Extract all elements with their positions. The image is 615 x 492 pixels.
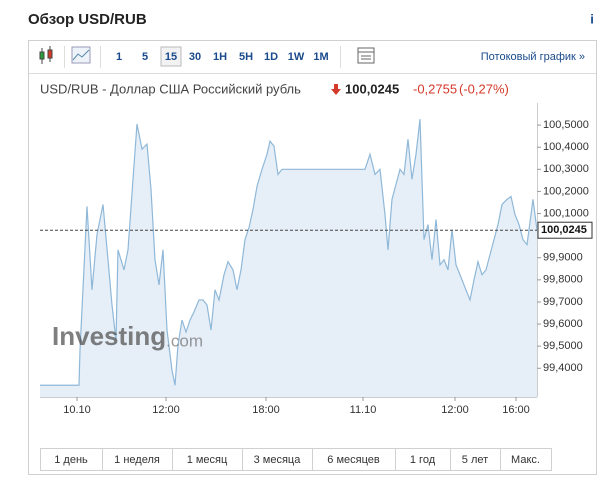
period-button[interactable]: 1 год <box>410 454 436 466</box>
period-button[interactable]: Макс. <box>511 454 540 466</box>
y-tick-label: 99,6000 <box>543 318 583 330</box>
x-tick-label: 12:00 <box>152 404 180 416</box>
y-tick-label: 99,8000 <box>543 274 583 286</box>
y-tick-label: 99,5000 <box>543 340 583 352</box>
interval-button[interactable]: 1M <box>313 51 328 63</box>
current-price-label: 100,0245 <box>541 224 587 236</box>
area-icon[interactable] <box>71 46 91 64</box>
y-tick-label: 99,7000 <box>543 296 583 308</box>
chart: Investing .com 99,4000 99,5000 99,6000 99,700… <box>40 103 593 416</box>
selected-box <box>160 46 182 67</box>
current-price-box <box>537 221 593 239</box>
period-button[interactable]: 5 лет <box>462 454 488 466</box>
streaming-link[interactable]: Потоковый график » <box>481 51 585 63</box>
y-tick-label: 100,4000 <box>543 141 589 153</box>
x-tick-label: 12:00 <box>441 404 469 416</box>
y-tick-label: 100,3000 <box>543 163 589 175</box>
price-line <box>40 119 538 386</box>
price: 100,0245 <box>345 81 399 96</box>
area-fill <box>40 119 537 397</box>
interval-button[interactable]: 15 <box>165 51 177 63</box>
y-tick-label: 100,2000 <box>543 185 589 197</box>
interval-button[interactable]: 1H <box>213 51 227 63</box>
x-tick-label: 18:00 <box>252 404 280 416</box>
x-tick-label: 11.10 <box>350 404 377 416</box>
change-percent: (-0,27%) <box>459 81 509 96</box>
y-tick-label: 99,9000 <box>543 252 583 264</box>
interval-button[interactable]: 1D <box>264 51 278 63</box>
frame <box>28 40 597 475</box>
instrument-name: USD/RUB - Доллар США Российский рубль <box>40 81 301 96</box>
candle-icon[interactable] <box>39 46 53 64</box>
x-tick-label: 16:00 <box>502 404 530 416</box>
period-button[interactable]: 3 месяца <box>254 454 302 466</box>
watermark: Investing <box>52 321 166 351</box>
interval-button[interactable]: 5 <box>142 51 148 63</box>
y-tick-label: 99,4000 <box>543 362 583 374</box>
interval-button[interactable]: 5H <box>239 51 253 63</box>
interval-button[interactable]: 1 <box>116 51 122 63</box>
interval-button[interactable]: 30 <box>189 51 201 63</box>
period-button[interactable]: 6 месяцев <box>327 454 380 466</box>
period-button[interactable]: 1 месяц <box>187 454 228 466</box>
y-tick-label: 100,1000 <box>543 207 589 219</box>
change: -0,2755 <box>413 81 457 96</box>
period-button-box <box>500 448 552 471</box>
title: Обзор USD/RUB <box>28 11 147 28</box>
interval-button[interactable]: 1W <box>288 51 305 63</box>
period-button[interactable]: 1 неделя <box>114 454 160 466</box>
table-icon[interactable] <box>357 47 375 64</box>
y-tick-label: 100,5000 <box>543 119 589 131</box>
info-icon[interactable]: i <box>590 11 594 26</box>
period-button[interactable]: 1 день <box>54 454 88 466</box>
down-arrow <box>331 84 341 95</box>
x-tick-label: 10.10 <box>63 404 91 416</box>
watermark: .com <box>166 331 203 350</box>
